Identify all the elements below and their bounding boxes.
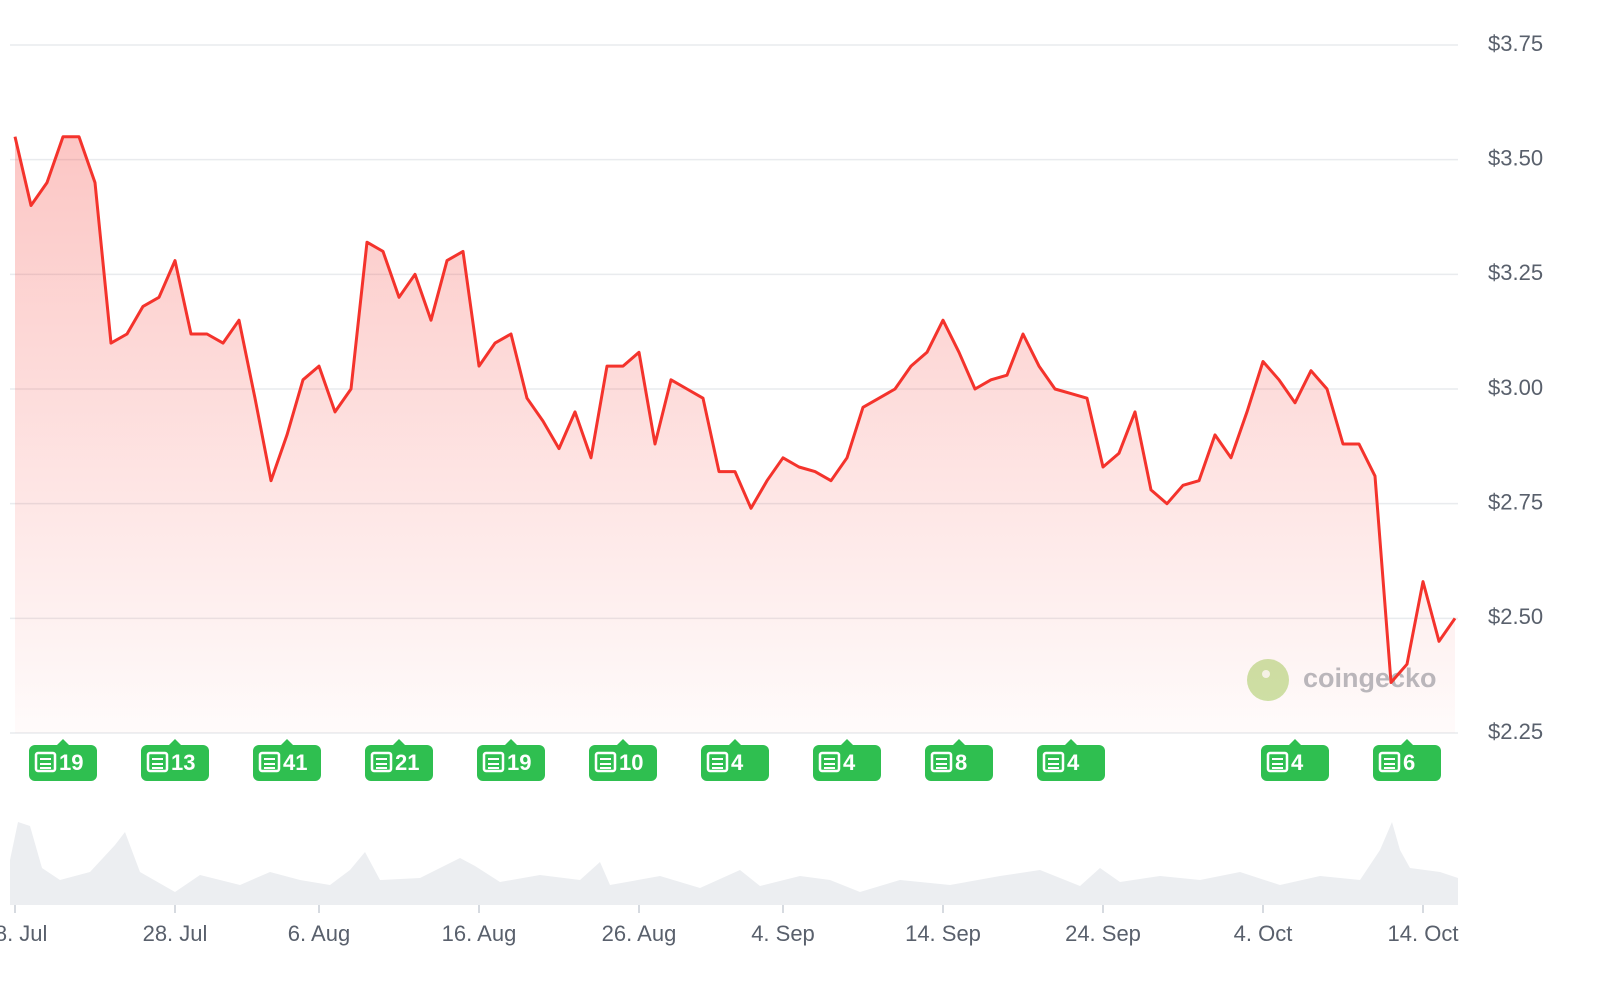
- news-icon: [258, 751, 281, 773]
- news-badge: 8: [925, 739, 993, 781]
- news-icon: [706, 751, 729, 773]
- news-badge-notch: [953, 739, 965, 745]
- news-badge: 4: [813, 739, 881, 781]
- news-icon-lines: [1048, 758, 1059, 769]
- news-badge: 41: [253, 739, 321, 781]
- news-icon-lines: [600, 758, 611, 769]
- y-tick-label: $3.25: [1488, 260, 1543, 285]
- price-line: [13, 135, 1457, 684]
- news-icon-lines: [936, 758, 947, 769]
- news-badge: 10: [589, 739, 657, 781]
- volume-area: [10, 822, 1458, 905]
- news-badge-notch: [169, 739, 181, 745]
- news-icon-lines: [152, 758, 163, 769]
- news-count: 4: [1067, 750, 1080, 775]
- y-tick-label: $3.50: [1488, 145, 1543, 170]
- news-badge: 4: [1261, 739, 1329, 781]
- news-badge-notch: [1289, 739, 1301, 745]
- x-tick-label: 18. Jul: [0, 921, 47, 946]
- x-tick-label: 26. Aug: [602, 921, 677, 946]
- y-tick-label: $3.00: [1488, 375, 1543, 400]
- x-tick-label: 4. Sep: [751, 921, 815, 946]
- news-count: 19: [507, 750, 531, 775]
- x-tick-label: 6. Aug: [288, 921, 350, 946]
- y-tick-label: $3.75: [1488, 31, 1543, 56]
- area-fill: [15, 136, 1455, 733]
- news-count: 10: [619, 750, 643, 775]
- news-badge-notch: [57, 739, 69, 745]
- news-badge-notch: [393, 739, 405, 745]
- news-badge: 19: [29, 739, 97, 781]
- news-icon: [1266, 751, 1289, 773]
- news-count: 21: [395, 750, 419, 775]
- news-icon: [818, 751, 841, 773]
- news-count: 13: [171, 750, 195, 775]
- y-tick-label: $2.25: [1488, 719, 1543, 744]
- x-tick-label: 4. Oct: [1234, 921, 1293, 946]
- news-badge: 4: [701, 739, 769, 781]
- news-icon: [930, 751, 953, 773]
- news-count: 6: [1403, 750, 1415, 775]
- news-icon-lines: [1384, 758, 1395, 769]
- x-tick-label: 24. Sep: [1065, 921, 1141, 946]
- news-count: 41: [283, 750, 307, 775]
- news-badge: 19: [477, 739, 545, 781]
- news-icon-lines: [376, 758, 387, 769]
- news-icon: [1042, 751, 1065, 773]
- news-count: 19: [59, 750, 83, 775]
- news-badge-notch: [505, 739, 517, 745]
- news-badge-notch: [281, 739, 293, 745]
- news-icon-lines: [264, 758, 275, 769]
- news-badge-notch: [841, 739, 853, 745]
- news-badge: 6: [1373, 739, 1441, 781]
- news-icon: [34, 751, 57, 773]
- news-icon-lines: [712, 758, 723, 769]
- x-tick-label: 14. Oct: [1388, 921, 1459, 946]
- news-icon: [370, 751, 393, 773]
- news-badge-notch: [1401, 739, 1413, 745]
- x-tick-label: 16. Aug: [442, 921, 517, 946]
- news-badge: 4: [1037, 739, 1105, 781]
- news-icon: [482, 751, 505, 773]
- news-icon: [146, 751, 169, 773]
- x-tick-label: 14. Sep: [905, 921, 981, 946]
- news-badge-notch: [1065, 739, 1077, 745]
- news-count: 4: [843, 750, 856, 775]
- news-count: 4: [1291, 750, 1304, 775]
- news-icon-lines: [40, 758, 51, 769]
- news-count: 8: [955, 750, 967, 775]
- news-icon-lines: [488, 758, 499, 769]
- y-tick-label: $2.50: [1488, 604, 1543, 629]
- news-icon-lines: [824, 758, 835, 769]
- news-badge-notch: [617, 739, 629, 745]
- news-badge: 13: [141, 739, 209, 781]
- news-badge-notch: [729, 739, 741, 745]
- news-count: 4: [731, 750, 744, 775]
- y-tick-label: $2.75: [1488, 489, 1543, 514]
- news-icon: [1378, 751, 1401, 773]
- news-icon: [594, 751, 617, 773]
- news-icon-lines: [1272, 758, 1283, 769]
- news-badge: 21: [365, 739, 433, 781]
- x-tick-label: 28. Jul: [143, 921, 208, 946]
